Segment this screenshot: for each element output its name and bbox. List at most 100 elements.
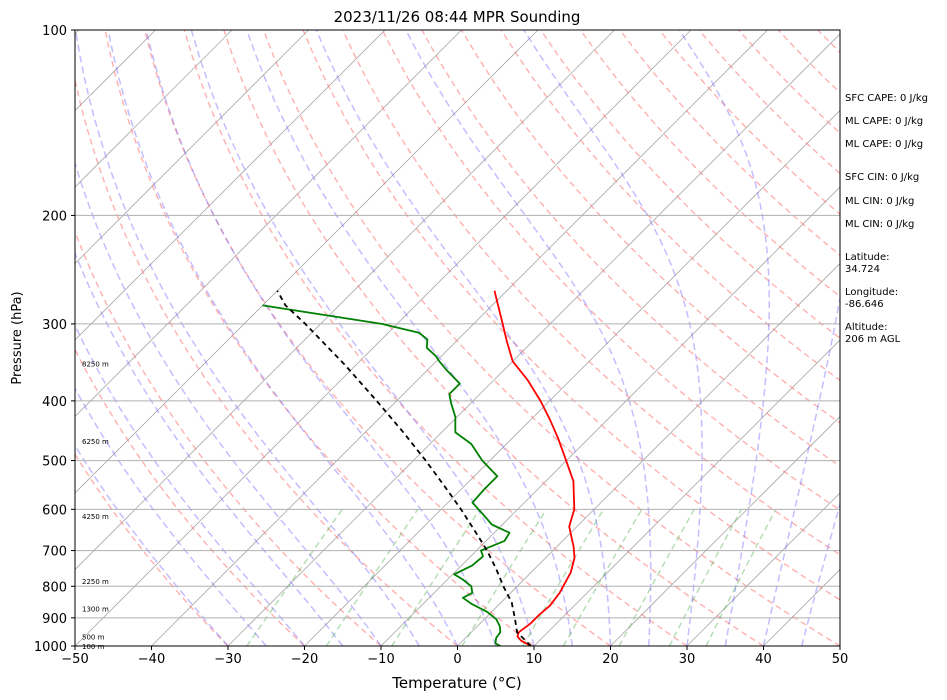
moist-adiabat-line: [523, 30, 703, 646]
moist-adiabat-line: [75, 386, 267, 646]
y-tick-label: 400: [42, 395, 67, 410]
x-tick-label: 40: [755, 652, 772, 667]
y-tick-label: 200: [42, 209, 67, 224]
x-axis-ticks: −50 −40 −30 −20 −10 0 10 20 30 40 50: [61, 646, 848, 667]
thermo-background-lines: [0, 30, 840, 646]
moist-adiabat-line: [762, 294, 840, 646]
isotherm-line: [75, 30, 539, 494]
moist-adiabat-line: [75, 324, 306, 646]
isotherm-line: [380, 186, 840, 646]
height-label: 8250 m: [82, 361, 109, 369]
mixing-ratio-line: [522, 508, 605, 646]
moist-adiabat-line: [107, 30, 459, 646]
height-label: 4250 m: [82, 513, 109, 521]
x-tick-label: 0: [453, 652, 461, 667]
temperature-profile-line: [493, 290, 576, 646]
sfc-cape-text: SFC CAPE: 0 J/kg: [845, 93, 928, 104]
height-label: 6250 m: [82, 438, 109, 446]
ml-cin-text: ML CIN: 0 J/kg: [845, 196, 915, 207]
moist-adiabat-line: [801, 501, 840, 646]
x-tick-label: −10: [367, 652, 394, 667]
dry-adiabat-line: [262, 30, 840, 646]
isotherm-line: [75, 30, 309, 265]
dry-adiabat-line: [75, 229, 382, 646]
ml-cape-text: ML CAPE: 0 J/kg: [845, 116, 924, 127]
moist-adiabat-line: [75, 444, 229, 646]
altitude-label: Altitude:: [845, 322, 888, 333]
moist-adiabat-line: [190, 30, 535, 646]
isotherm-line: [75, 30, 462, 418]
moist-adiabat-line: [145, 30, 497, 646]
moist-adiabat-line: [405, 30, 652, 646]
y-tick-label: 300: [42, 318, 67, 333]
isotherm-line: [75, 30, 692, 646]
height-label: 2250 m: [82, 578, 109, 586]
y-tick-label: 500: [42, 455, 67, 470]
y-axis-ticks: 1000 900 800 700 600 500 400 300 200 100: [34, 24, 75, 655]
sfc-cin-text: SFC CIN: 0 J/kg: [845, 172, 920, 183]
ml-cin-text-2: ML CIN: 0 J/kg: [845, 219, 915, 230]
x-tick-label: −20: [291, 652, 318, 667]
x-tick-label: −50: [61, 652, 88, 667]
sounding-profiles: [262, 290, 576, 646]
moist-adiabat-line: [246, 30, 574, 646]
dry-adiabat-line: [579, 30, 840, 298]
dewpoint-profile-line: [262, 304, 511, 646]
mixing-ratio-line: [246, 508, 343, 646]
mixing-ratio-line: [391, 508, 481, 646]
x-tick-label: 10: [526, 652, 543, 667]
isotherm-line: [75, 30, 615, 571]
y-tick-label: 700: [42, 545, 67, 560]
longitude-label: Longitude:: [845, 287, 899, 298]
isotherm-line: [75, 30, 233, 188]
moist-adiabat-line: [678, 30, 771, 646]
dry-adiabat-line: [75, 452, 229, 646]
x-tick-label: 20: [602, 652, 619, 667]
dry-adiabat-line: [75, 77, 458, 646]
isotherm-line: [457, 262, 840, 646]
altitude-value: 206 m AGL: [845, 334, 901, 345]
isotherm-line: [227, 33, 840, 646]
isotherm-line: [75, 30, 386, 341]
y-tick-label: 100: [42, 24, 67, 39]
plot-frame: [74, 29, 841, 647]
latitude-value: 34.724: [845, 264, 880, 275]
x-tick-label: −30: [214, 652, 241, 667]
isotherm-line: [0, 30, 3, 646]
height-label: 500 m: [82, 634, 105, 642]
isotherm-line: [151, 30, 768, 646]
moist-adiabat-line: [75, 160, 382, 646]
mixing-ratio-line: [668, 508, 742, 646]
isotherm-line: [533, 339, 840, 646]
pressure-gridlines: [75, 29, 840, 647]
dry-adiabat-line: [183, 30, 688, 646]
y-axis-label: Pressure (hPa): [10, 291, 25, 384]
dry-adiabat-line: [104, 30, 535, 646]
dry-adiabat-line: [223, 30, 764, 646]
chart-title: 2023/11/26 08:44 MPR Sounding: [334, 8, 581, 26]
parcel-profile-line: [276, 290, 532, 646]
mixing-ratio-line: [705, 508, 777, 646]
moist-adiabat-line: [75, 251, 344, 646]
x-tick-label: 50: [832, 652, 849, 667]
y-tick-label: 600: [42, 503, 67, 518]
mixing-ratio-line: [618, 508, 695, 646]
dry-adiabat-line: [144, 30, 611, 646]
y-tick-label: 900: [42, 612, 67, 627]
mixing-ratio-line: [562, 508, 643, 646]
y-tick-label: 800: [42, 580, 67, 595]
isotherm-line: [686, 492, 840, 646]
moist-adiabat-line: [75, 30, 420, 646]
x-tick-label: −40: [138, 652, 165, 667]
latitude-label: Latitude:: [845, 252, 890, 263]
longitude-value: -86.646: [845, 299, 884, 310]
ml-cape-text-2: ML CAPE: 0 J/kg: [845, 139, 924, 150]
moist-adiabat-line: [315, 30, 612, 646]
isotherm-line: [304, 109, 840, 646]
y-tick-label: 1000: [34, 640, 67, 655]
x-tick-label: 30: [679, 652, 696, 667]
height-label: 1300 m: [82, 606, 109, 614]
x-axis-label: Temperature (°C): [391, 674, 521, 692]
